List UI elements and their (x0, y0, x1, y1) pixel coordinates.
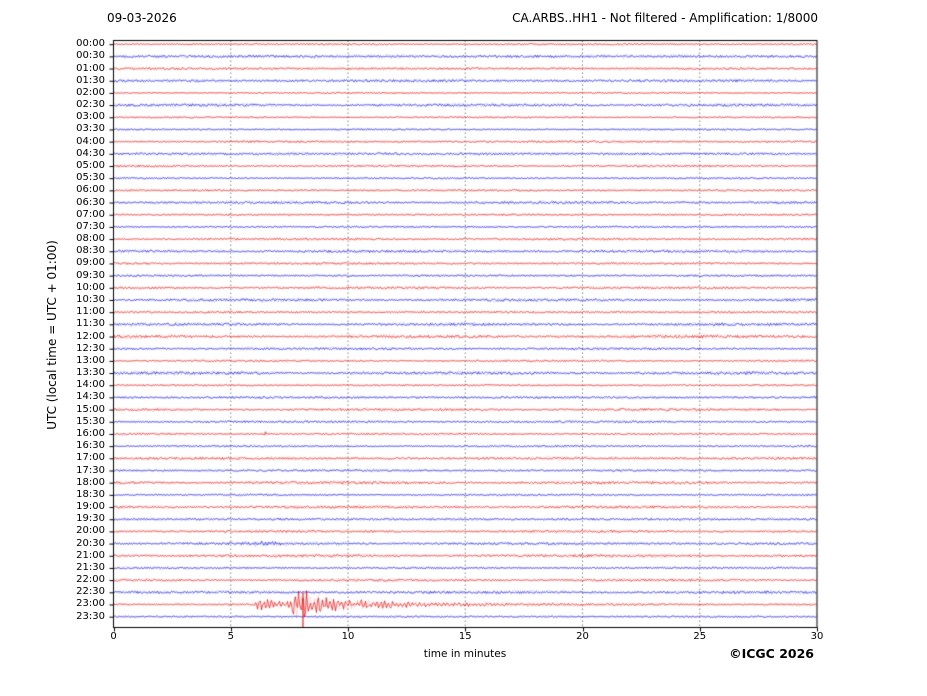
y-tick-label: 23:00 (76, 598, 105, 610)
y-tick-label: 08:00 (76, 233, 105, 245)
y-tick-label: 04:00 (76, 135, 105, 147)
x-tick-label: 10 (341, 631, 355, 642)
y-tick-label: 20:00 (76, 525, 105, 537)
y-tick-label: 12:00 (76, 330, 105, 342)
y-tick-label: 15:00 (76, 403, 105, 415)
plot-title: CA.ARBS..HH1 - Not filtered - Amplificat… (512, 11, 818, 25)
y-tick-label: 14:30 (76, 391, 105, 403)
y-tick-label: 05:30 (76, 172, 105, 184)
y-tick-label: 02:00 (76, 86, 105, 98)
x-tick-label: 5 (227, 631, 234, 642)
x-axis-title: time in minutes (423, 648, 507, 660)
y-tick-label: 21:00 (76, 549, 105, 561)
y-tick-label: 16:00 (76, 427, 105, 439)
y-tick-label: 04:30 (76, 147, 105, 159)
y-tick-label: 09:00 (76, 257, 105, 269)
y-tick-label: 18:30 (76, 488, 105, 500)
y-tick-label: 13:00 (76, 354, 105, 366)
y-tick-label: 08:30 (76, 245, 105, 257)
y-tick-label: 12:30 (76, 342, 105, 354)
y-tick-label: 16:30 (76, 440, 105, 452)
y-tick-label: 01:30 (76, 74, 105, 86)
y-tick-label: 06:00 (76, 184, 105, 196)
y-tick-label: 05:00 (76, 160, 105, 171)
y-tick-label: 00:30 (76, 50, 105, 62)
y-tick-label: 10:00 (76, 281, 105, 293)
y-tick-label: 01:00 (76, 62, 105, 74)
y-tick-label: 21:30 (76, 561, 105, 573)
y-tick-label: 07:00 (76, 208, 105, 220)
x-tick-label: 0 (110, 631, 117, 642)
y-tick-label: 23:30 (76, 610, 105, 622)
y-tick-label: 22:00 (76, 574, 105, 586)
y-tick-label: 22:30 (76, 586, 105, 598)
y-tick-label: 19:30 (76, 513, 105, 525)
x-tick-label: 25 (693, 631, 707, 642)
y-tick-label: 11:00 (76, 306, 105, 318)
y-tick-label: 03:00 (76, 111, 105, 123)
y-tick-label: 00:00 (76, 38, 105, 50)
x-tick-label: 20 (576, 631, 589, 642)
y-tick-label: 02:30 (76, 99, 105, 111)
y-tick-label: 03:30 (76, 123, 105, 135)
y-tick-label: 06:30 (76, 196, 105, 208)
copyright: ©ICGC 2026 (729, 646, 814, 661)
x-tick-label: 15 (458, 631, 472, 642)
y-tick-label: 11:30 (76, 318, 105, 330)
x-tick-label: 30 (810, 631, 824, 642)
plot-date: 09-03-2026 (107, 11, 177, 25)
y-tick-label: 13:30 (76, 367, 105, 379)
y-tick-label: 18:00 (76, 476, 105, 488)
y-tick-label: 14:00 (76, 379, 105, 391)
y-tick-label: 19:00 (76, 501, 105, 513)
y-tick-label: 17:30 (76, 464, 105, 476)
y-tick-label: 09:30 (76, 269, 105, 281)
y-tick-label: 07:30 (76, 220, 105, 232)
y-tick-label: 20:30 (76, 537, 105, 549)
y-tick-label: 17:00 (76, 452, 105, 464)
y-tick-label: 10:30 (76, 293, 105, 305)
y-tick-label: 15:30 (76, 415, 105, 427)
